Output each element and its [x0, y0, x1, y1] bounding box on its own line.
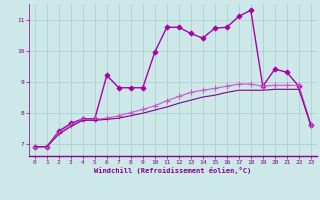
X-axis label: Windchill (Refroidissement éolien,°C): Windchill (Refroidissement éolien,°C) — [94, 167, 252, 174]
